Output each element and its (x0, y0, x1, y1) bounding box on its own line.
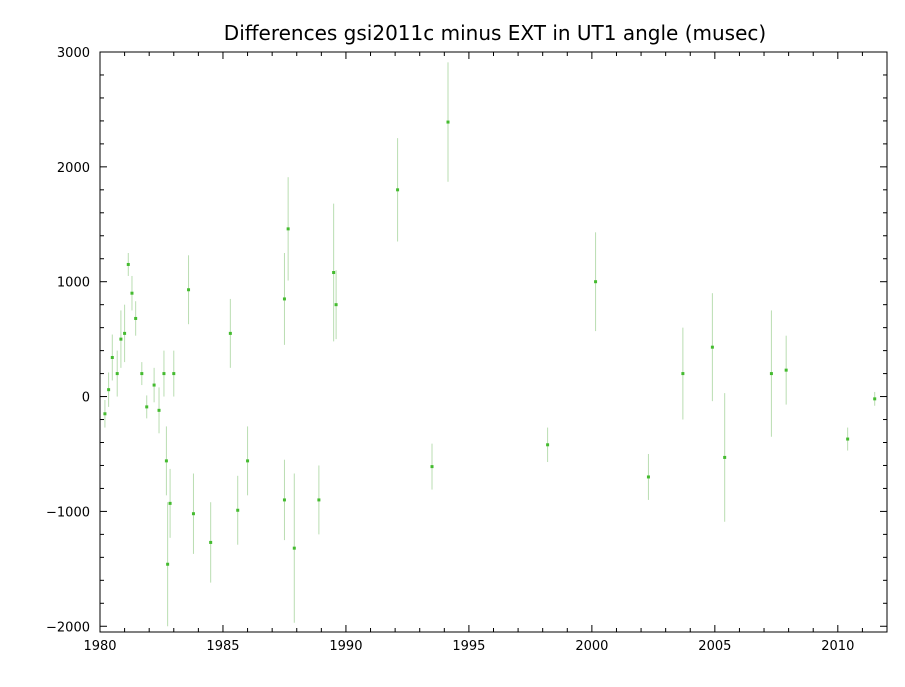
data-point (646, 475, 650, 479)
data-point (769, 372, 773, 376)
y-tick-label: 1000 (57, 276, 90, 291)
data-point (292, 546, 296, 550)
data-point (164, 459, 168, 463)
data-point (334, 303, 338, 307)
data-point (430, 465, 434, 469)
data-point (846, 437, 850, 441)
data-point (873, 397, 877, 401)
x-tick-label: 2000 (575, 639, 608, 654)
data-point (123, 331, 127, 335)
data-point (172, 372, 176, 376)
data-point (107, 388, 111, 392)
data-point (166, 562, 170, 566)
data-point (103, 412, 107, 416)
data-point (236, 508, 240, 512)
x-tick-label: 1980 (83, 639, 116, 654)
data-point (209, 540, 213, 544)
chart-title: Differences gsi2011c minus EXT in UT1 an… (224, 21, 766, 45)
data-point (446, 120, 450, 124)
x-tick-label: 2010 (821, 639, 854, 654)
data-point (594, 280, 598, 284)
x-axis-tick-labels: 1980 1985 1990 1995 2000 2005 2010 (83, 639, 854, 654)
data-point (317, 498, 321, 502)
data-point (723, 455, 727, 459)
data-point (710, 345, 714, 349)
data-point (286, 227, 290, 231)
x-tick-label: 2005 (698, 639, 731, 654)
y-tick-label: −1000 (46, 505, 90, 520)
y-axis-tick-labels: 3000 2000 1000 0 −1000 −2000 (46, 46, 90, 635)
y-tick-label: 2000 (57, 161, 90, 176)
y-tick-label: 0 (82, 391, 90, 406)
x-tick-label: 1995 (452, 639, 485, 654)
data-point (140, 372, 144, 376)
data-point (115, 372, 119, 376)
data-point (145, 405, 149, 409)
data-point (246, 459, 250, 463)
data-point (168, 501, 172, 505)
y-tick-label: −2000 (46, 620, 90, 635)
data-point (130, 291, 134, 295)
axis-ticks (99, 51, 888, 632)
data-point (282, 297, 286, 301)
data-point (784, 368, 788, 372)
data-point (110, 356, 114, 360)
data-point (134, 316, 138, 320)
data-point (157, 408, 161, 412)
data-point (228, 331, 232, 335)
data-point (546, 443, 550, 447)
data-point (119, 337, 123, 341)
data-point (191, 512, 195, 516)
y-tick-label: 3000 (57, 46, 90, 61)
data-point (396, 188, 400, 192)
error-bars (104, 62, 876, 627)
data-point (162, 372, 166, 376)
plot-frame (99, 51, 888, 633)
data-points (103, 120, 877, 566)
x-tick-label: 1985 (206, 639, 239, 654)
data-point (126, 262, 130, 266)
data-point (282, 498, 286, 502)
data-point (681, 372, 685, 376)
data-point (187, 288, 191, 292)
data-point (332, 271, 336, 275)
x-tick-label: 1990 (329, 639, 362, 654)
data-point (152, 383, 156, 387)
